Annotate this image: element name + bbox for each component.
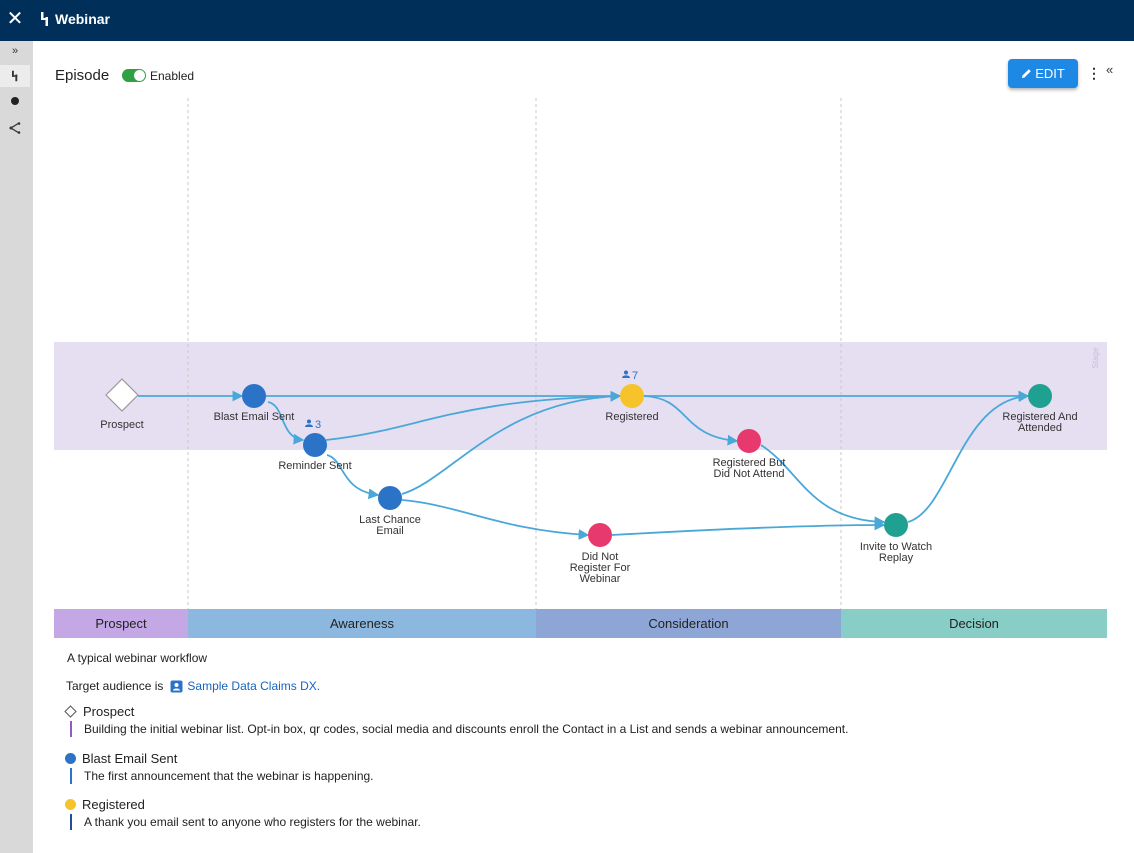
rail-episode-button[interactable] [0,65,30,87]
close-icon: ✕ [6,8,24,30]
target-prefix: Target audience is [66,679,164,693]
node-label: Registered [605,411,658,423]
node-count-badge: 3 [305,419,321,431]
app-title: Webinar [55,11,110,27]
legend-name: Prospect [83,704,135,719]
stage-awareness[interactable]: Awareness [188,609,536,638]
collapse-panel-button[interactable]: « [1106,62,1114,77]
diamond-shape [105,378,139,412]
node-circle [303,433,327,457]
toggle-knob [134,70,145,81]
workflow-node-reminder[interactable]: Reminder Sent 3 [278,419,351,472]
node-label: Blast Email Sent [214,411,295,423]
legend-description: Building the initial webinar list. Opt-i… [70,721,964,737]
stage-bar: Prospect Awareness Consideration Decision [54,609,1107,638]
workflow-node-attended[interactable]: Registered And Attended [1002,384,1078,434]
node-label: Last Chance Email [359,514,421,537]
target-audience: Target audience is Sample Data Claims DX… [66,679,320,693]
flow-edge-11 [907,391,1030,523]
contact-list-icon [170,680,183,692]
workflow-node-registered[interactable]: Registered 7 [605,370,658,423]
workflow-node-lastchance[interactable]: Last Chance Email [359,486,421,537]
node-label: Prospect [100,419,143,431]
rail-share-button[interactable] [0,117,30,139]
workflow-node-blast[interactable]: Blast Email Sent [214,384,295,423]
flow-edge-5 [326,454,380,500]
person-icon [624,370,628,375]
node-circle [620,384,644,408]
node-circle [242,384,266,408]
episode-icon [41,12,48,26]
enabled-label: Enabled [150,69,195,83]
node-circle [737,429,761,453]
enabled-toggle[interactable] [122,69,146,82]
workflow-node-invite[interactable]: Invite to Watch Replay [860,513,932,564]
top-bar: ✕ Webinar [0,0,1134,41]
node-count: 7 [632,370,638,382]
rail-expand-button[interactable]: » [11,45,19,57]
node-label: Reminder Sent [278,460,351,472]
legend-name: Blast Email Sent [82,751,178,766]
left-rail: » [0,41,33,853]
close-button[interactable]: ✕ [5,8,25,30]
legend-description: The first announcement that the webinar … [70,768,964,784]
legend-description: A thank you email sent to anyone who reg… [70,814,964,830]
edit-label: EDIT [1035,66,1065,81]
diamond-marker-icon [64,705,77,718]
flow-edge-8 [611,519,886,536]
workflow-node-prospect[interactable]: Prospect [100,378,144,431]
more-options-button[interactable]: ⋮ [1087,65,1101,81]
flow-edge-9 [643,395,739,446]
target-audience-link[interactable]: Sample Data Claims DX. [187,679,321,693]
flow-edge-3 [267,401,305,445]
node-circle [378,486,402,510]
marker-dot-icon [65,799,76,810]
legend-name: Registered [82,797,145,812]
node-circle [884,513,908,537]
episode-label: Episode [55,67,110,84]
workflow-node-regnot[interactable]: Registered But Did Not Attend [713,429,786,480]
workflow-description: A typical webinar workflow [67,651,208,665]
node-label: Registered And Attended [1002,411,1077,434]
node-circle [588,523,612,547]
episode-icon [12,70,18,82]
person-icon [307,419,311,424]
legend-item-blast-email-sent: Blast Email Sent The first announcement t… [64,751,964,784]
node-circle [1028,384,1052,408]
stage-prospect[interactable]: Prospect [54,609,188,638]
marker-dot-icon [65,753,76,764]
workflow-node-didnot[interactable]: Did Not Register For Webinar [570,523,631,585]
legend-item-registered: Registered A thank you email sent to anyo… [64,797,964,830]
node-count-badge: 7 [622,370,638,382]
node-count: 3 [315,419,321,431]
stage-decision[interactable]: Decision [841,609,1107,638]
flow-edge-6 [401,390,622,495]
share-icon [9,122,21,134]
node-label: Registered But Did Not Attend [713,457,786,480]
flow-edge-4 [325,390,622,441]
band-label: Stage [1091,347,1100,368]
node-label: Did Not Register For Webinar [570,551,631,585]
legend-item-prospect: Prospect Building the initial webinar lis… [64,704,964,737]
node-label: Invite to Watch Replay [860,541,932,564]
edit-button[interactable]: EDIT [1008,59,1078,88]
flow-edge-10 [760,444,886,528]
pencil-icon [1022,69,1031,79]
flow-edge-7 [401,499,590,540]
dot-icon [11,97,19,105]
rail-dot-button[interactable] [0,91,30,113]
stage-consideration[interactable]: Consideration [536,609,841,638]
